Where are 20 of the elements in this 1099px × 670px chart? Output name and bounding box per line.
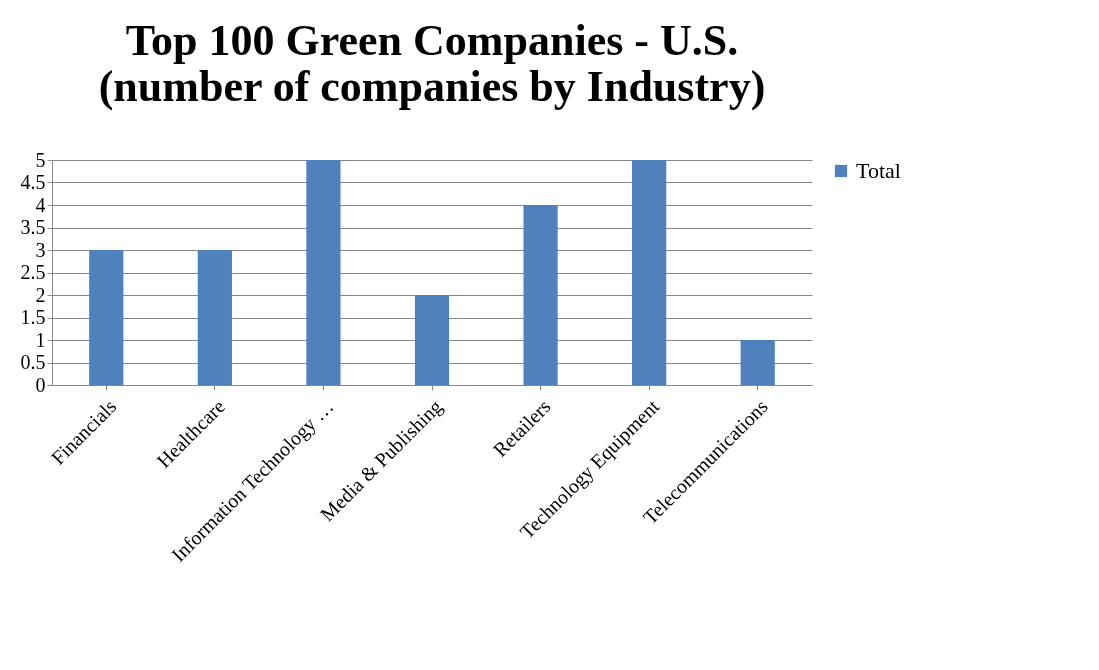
y-tick-label: 0	[35, 373, 46, 396]
bar	[740, 340, 775, 385]
y-tick-label: 4.5	[20, 171, 46, 193]
y-tick-label: 4	[35, 193, 46, 216]
y-tick-label: 3	[35, 238, 46, 261]
legend-label: Total	[856, 158, 901, 183]
y-tick-label: 0.5	[20, 351, 46, 373]
y-tick-label: 2	[35, 283, 46, 306]
chart-title: Top 100 Green Companies - U.S. (number of companies by Industry)	[98, 16, 766, 111]
y-tick-label: 1	[35, 328, 46, 351]
bar	[523, 205, 558, 385]
bar	[197, 250, 232, 385]
bar	[306, 160, 341, 385]
y-tick-label: 3.5	[20, 216, 46, 238]
y-tick-label: 2.5	[20, 261, 46, 283]
bar	[414, 295, 450, 385]
bar	[632, 160, 667, 385]
bar	[89, 250, 124, 385]
y-tick-label: 5	[35, 148, 46, 171]
y-tick-label: 1.5	[20, 306, 46, 328]
